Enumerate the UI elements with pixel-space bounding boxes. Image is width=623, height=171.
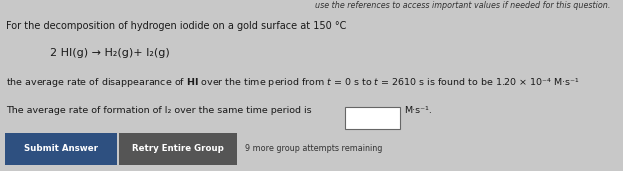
Text: Submit Answer: Submit Answer — [24, 144, 98, 153]
Text: 2 HI(g) → H₂(g)+ I₂(g): 2 HI(g) → H₂(g)+ I₂(g) — [50, 48, 169, 58]
FancyBboxPatch shape — [119, 133, 237, 165]
Text: use the references to access important values if needed for this question.: use the references to access important v… — [315, 1, 611, 10]
Text: the average rate of disappearance of $\bf{HI}$ over the time period from $t$ = 0: the average rate of disappearance of $\b… — [6, 76, 581, 89]
Text: For the decomposition of hydrogen iodide on a gold surface at 150 °C: For the decomposition of hydrogen iodide… — [6, 21, 346, 31]
Text: Retry Entire Group: Retry Entire Group — [132, 144, 224, 153]
Text: M·s⁻¹.: M·s⁻¹. — [404, 106, 432, 115]
Text: The average rate of formation of I₂ over the same time period is: The average rate of formation of I₂ over… — [6, 106, 315, 115]
FancyBboxPatch shape — [345, 107, 400, 129]
FancyBboxPatch shape — [5, 133, 117, 165]
Text: 9 more group attempts remaining: 9 more group attempts remaining — [245, 144, 383, 153]
